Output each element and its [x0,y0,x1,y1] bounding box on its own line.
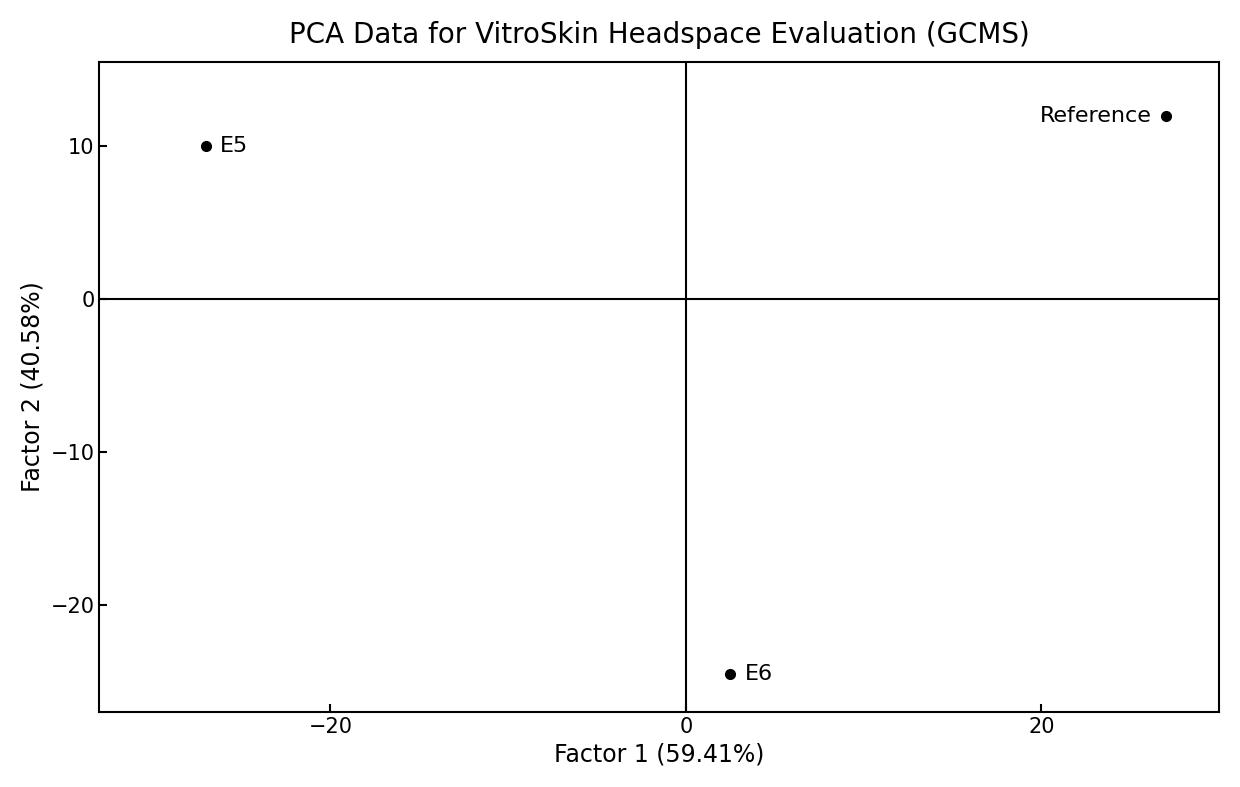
Text: E6: E6 [744,663,773,684]
Text: Reference: Reference [1040,105,1152,126]
Text: E5: E5 [221,136,248,157]
Title: PCA Data for VitroSkin Headspace Evaluation (GCMS): PCA Data for VitroSkin Headspace Evaluat… [289,20,1029,49]
Y-axis label: Factor 2 (40.58%): Factor 2 (40.58%) [21,282,45,493]
X-axis label: Factor 1 (59.41%): Factor 1 (59.41%) [554,742,764,767]
